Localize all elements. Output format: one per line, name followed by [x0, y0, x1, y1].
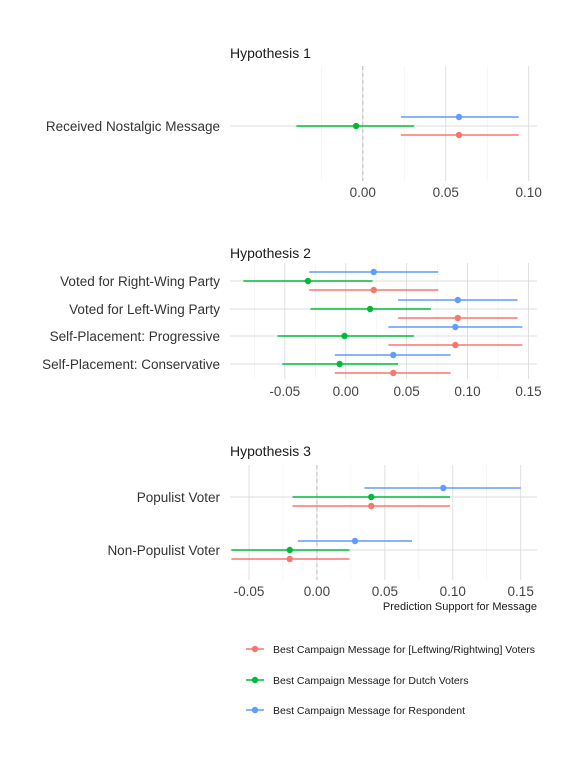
category-label: Self-Placement: Progressive: [50, 329, 220, 344]
panel-3: Hypothesis 3 Populist Voter Non-Populist V…: [107, 443, 537, 613]
panel-title: Hypothesis 1: [230, 45, 311, 61]
point-estimate: [304, 277, 312, 285]
series-blue: [309, 268, 523, 359]
point-estimate: [390, 351, 397, 359]
point-estimate: [286, 555, 293, 563]
x-tick-label: 0.05: [433, 185, 459, 200]
legend-key-point: [251, 645, 259, 653]
x-tick-label: 0.00: [350, 185, 376, 200]
series-red: [400, 131, 519, 139]
point-estimate: [336, 360, 343, 368]
x-tick-label: 0.15: [515, 384, 541, 399]
series-red: [231, 502, 451, 563]
point-estimate: [366, 305, 374, 313]
point-estimate: [352, 122, 360, 130]
point-estimate: [370, 286, 377, 294]
series-green: [296, 122, 415, 130]
x-tick-label: 0.10: [454, 384, 480, 399]
x-tick-label: 0.05: [394, 384, 420, 399]
point-estimate: [368, 502, 375, 510]
legend-item-red: Best Campaign Message for [Leftwing/Righ…: [246, 644, 535, 656]
point-estimate: [455, 131, 463, 139]
x-tick-label: 0.00: [304, 584, 330, 599]
category-label: Self-Placement: Conservative: [42, 357, 220, 372]
x-tick-label: -0.05: [269, 384, 300, 399]
category-label: Received Nostalgic Message: [46, 119, 220, 134]
chart-panels: Hypothesis 1 Received Nostalgic Message 0.…: [42, 45, 542, 613]
legend-key-point: [251, 706, 259, 714]
point-estimate: [368, 493, 375, 501]
panel-title: Hypothesis 3: [230, 443, 311, 459]
point-estimate: [440, 484, 447, 492]
panel-1: Hypothesis 1 Received Nostalgic Message 0.…: [46, 45, 542, 200]
x-tick-label: 0.10: [440, 584, 466, 599]
point-estimate: [455, 113, 463, 121]
series-green: [243, 277, 432, 368]
point-estimate: [454, 314, 462, 322]
panel-title: Hypothesis 2: [230, 245, 311, 261]
point-estimate: [286, 546, 293, 554]
x-axis-label: Prediction Support for Message: [383, 601, 537, 613]
category-label: Non-Populist Voter: [107, 543, 220, 558]
legend-label: Best Campaign Message for [Leftwing/Righ…: [273, 644, 535, 656]
point-estimate: [390, 369, 397, 377]
category-label: Voted for Right-Wing Party: [60, 274, 220, 289]
point-estimate: [454, 296, 462, 304]
series-blue: [297, 484, 521, 545]
legend-item-green: Best Campaign Message for Dutch Voters: [246, 675, 469, 687]
series-green: [231, 493, 451, 554]
point-estimate: [452, 341, 459, 349]
category-label: Populist Voter: [137, 490, 221, 505]
x-tick-label: 0.00: [333, 384, 359, 399]
point-estimate: [351, 537, 359, 545]
legend-key-point: [251, 676, 259, 684]
x-tick-label: 0.15: [508, 584, 534, 599]
point-estimate: [370, 268, 377, 276]
series-blue: [400, 113, 519, 121]
x-tick-label: 0.05: [372, 584, 398, 599]
x-tick-label: 0.10: [516, 185, 542, 200]
point-estimate: [341, 332, 348, 340]
panel-2: Hypothesis 2 Voted for Right-Wing Party Vo…: [42, 245, 541, 399]
legend-item-blue: Best Campaign Message for Respondent: [246, 705, 465, 717]
series-red: [309, 286, 523, 377]
legend-label: Best Campaign Message for Respondent: [273, 705, 465, 717]
x-tick-label: -0.05: [234, 584, 265, 599]
legend-label: Best Campaign Message for Dutch Voters: [273, 675, 469, 687]
point-estimate: [452, 323, 459, 331]
legend: Best Campaign Message for [Leftwing/Righ…: [246, 644, 535, 717]
category-label: Voted for Left-Wing Party: [69, 302, 220, 317]
